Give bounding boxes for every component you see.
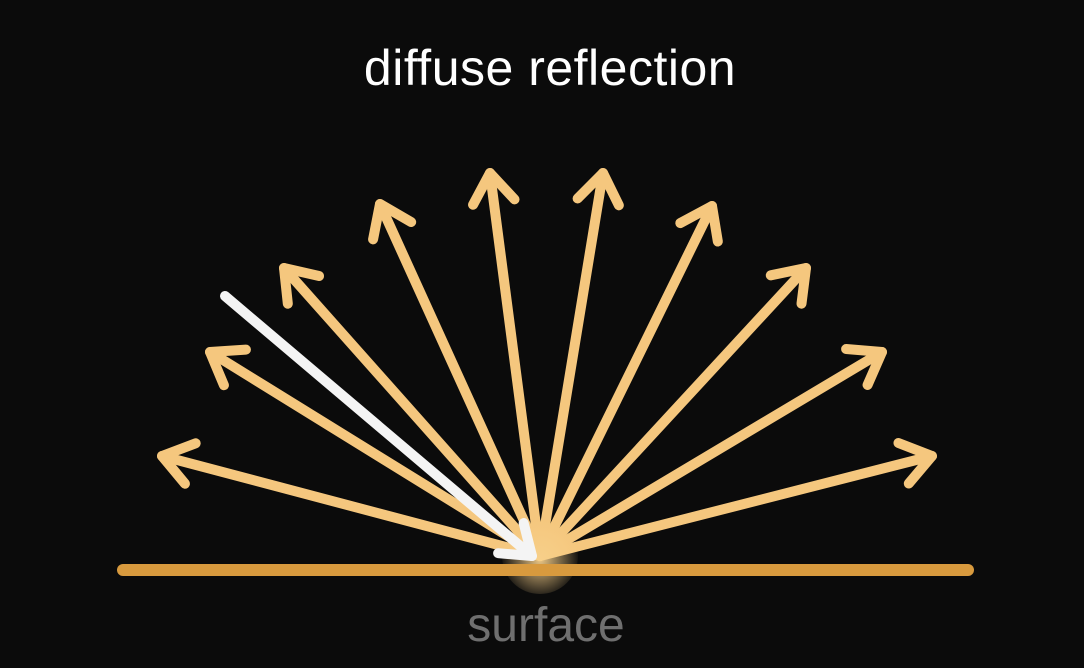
diagram-title: diffuse reflection (363, 40, 737, 96)
incident-ray-arrow (220, 291, 537, 561)
surface-label: surface (467, 599, 625, 652)
reflected-ray-arrow-3 (279, 263, 545, 561)
reflected-ray-arrow-8 (535, 263, 811, 561)
reflected-rays (157, 168, 937, 561)
reflected-ray-arrow-5 (468, 168, 545, 561)
reflected-ray-arrow-7 (535, 201, 723, 561)
reflected-ray-arrow-9 (535, 344, 887, 561)
reflected-ray-arrow-6 (535, 168, 624, 561)
incident-ray (220, 291, 537, 561)
reflected-ray-arrow-4 (368, 199, 545, 561)
reflected-ray-arrow-1 (157, 438, 545, 561)
reflected-ray-arrow-10 (535, 437, 937, 561)
